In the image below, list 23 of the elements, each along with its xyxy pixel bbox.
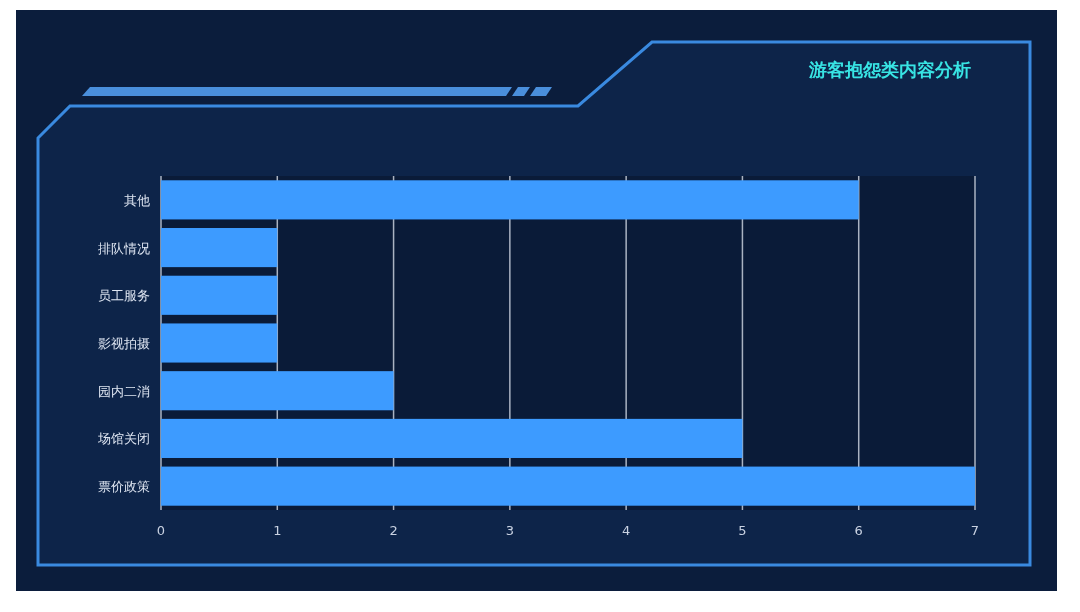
chart-title: 游客抱怨类内容分析 [808,59,971,80]
x-tick-label: 4 [622,523,631,538]
bar [161,275,278,315]
x-tick-label: 3 [505,523,514,538]
bar [161,228,278,268]
y-tick-label: 影视拍摄 [98,336,150,351]
y-tick-label: 排队情况 [98,240,150,256]
bar [161,418,743,458]
y-tick-label: 场馆关闭 [97,431,150,447]
bar [161,371,394,411]
x-tick-label: 6 [854,523,863,538]
x-tick-label: 0 [156,523,166,538]
x-tick-label: 2 [389,523,398,538]
y-tick-label: 票价政策 [98,479,150,495]
bar [161,180,859,220]
x-tick-label: 5 [738,523,747,538]
y-tick-label: 员工服务 [98,288,150,304]
y-tick-label: 其他 [124,192,150,208]
bar [161,466,975,506]
bar [161,323,278,363]
x-tick-label: 1 [273,523,282,538]
x-tick-label: 7 [970,523,980,538]
y-tick-label: 园内二消 [98,383,150,399]
